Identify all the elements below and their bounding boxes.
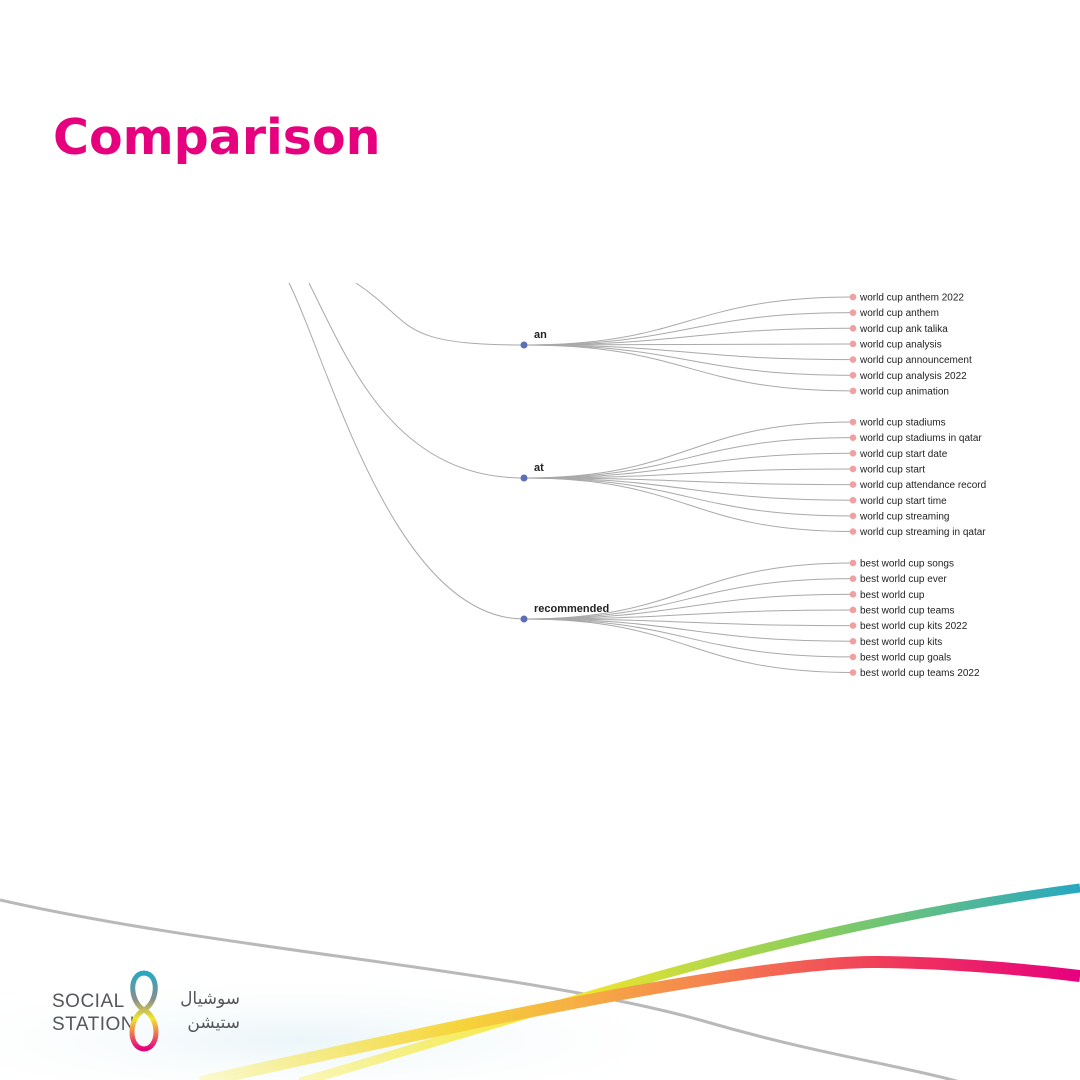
branch-label: at <box>534 462 544 474</box>
leaf-link <box>523 344 854 392</box>
leaf-link <box>523 593 854 620</box>
leaf-link <box>523 609 854 620</box>
leaf-node <box>849 450 857 457</box>
logo-ar-line1: سوشيال <box>180 989 240 1009</box>
logo-wordmark: SOCIAL STATION <box>52 990 135 1036</box>
leaf-label: world cup analysis <box>859 339 942 350</box>
leaf-label: best world cup kits <box>860 637 942 648</box>
leaf-node <box>849 340 857 348</box>
leaf-node <box>849 669 857 676</box>
root-link <box>308 282 525 479</box>
leaf-link <box>523 477 854 501</box>
root-link <box>288 282 525 620</box>
leaf-node <box>849 418 857 426</box>
leaf-node <box>849 325 857 332</box>
leaf-label: world cup stadiums <box>859 418 946 429</box>
leaf-link <box>523 437 854 479</box>
leaf-link <box>523 477 854 533</box>
logo-arabic-wordmark: سوشيال ستيشن <box>170 987 240 1035</box>
leaf-node <box>849 637 857 645</box>
leaf-label: world cup stadiums in qatar <box>859 433 982 444</box>
page-title: Comparison <box>53 109 381 166</box>
leaf-link <box>523 618 854 674</box>
leaf-link <box>523 327 854 346</box>
leaf-node <box>849 465 857 473</box>
leaf-label: world cup ank talika <box>859 324 948 335</box>
leaf-node <box>849 481 857 488</box>
leaf-link <box>523 562 854 620</box>
leaf-node <box>849 622 857 629</box>
leaf-link <box>523 312 854 346</box>
leaf-label: world cup start date <box>859 449 948 460</box>
leaf-label: world cup animation <box>859 386 949 397</box>
leaf-node <box>849 606 857 614</box>
leaf-link <box>523 477 854 486</box>
leaf-link <box>523 296 854 346</box>
leaf-link <box>523 618 854 642</box>
leaf-label: world cup attendance record <box>859 480 986 491</box>
leaf-node <box>849 575 857 582</box>
branch-node <box>520 615 528 623</box>
leaf-link <box>523 618 854 658</box>
leaf-node <box>849 512 857 520</box>
leaf-node <box>849 371 857 379</box>
leaf-label: best world cup <box>860 590 925 601</box>
leaf-link <box>523 344 854 361</box>
logo-line-social: SOCIAL <box>52 991 125 1012</box>
leaf-link <box>523 578 854 620</box>
leaf-node <box>849 653 857 661</box>
leaf-label: world cup analysis 2022 <box>859 371 967 382</box>
leaf-label: world cup anthem <box>859 308 939 319</box>
leaf-label: best world cup teams <box>860 605 955 616</box>
leaf-node <box>849 496 857 504</box>
leaf-label: world cup start <box>859 464 925 475</box>
leaf-label: world cup anthem 2022 <box>859 293 964 304</box>
leaf-link <box>523 618 854 627</box>
leaf-label: world cup start time <box>859 496 947 507</box>
leaf-link <box>523 344 854 376</box>
root-link <box>355 282 525 346</box>
logo-line-station: STATION <box>52 1014 136 1035</box>
branch-label: an <box>534 329 547 341</box>
leaf-link <box>523 452 854 479</box>
leaf-link <box>523 477 854 517</box>
leaf-link <box>523 343 854 346</box>
leaf-label: best world cup goals <box>860 652 951 663</box>
leaf-label: best world cup teams 2022 <box>860 668 980 679</box>
leaf-node <box>849 528 857 535</box>
leaf-label: world cup announcement <box>859 355 972 366</box>
leaf-label: world cup streaming <box>859 511 949 522</box>
logo-ar-line2: ستيشن <box>187 1013 240 1033</box>
logo-eight-icon <box>129 970 159 1052</box>
decorative-swoosh <box>0 883 1080 1080</box>
leaf-link <box>523 421 854 479</box>
leaf-node <box>849 356 857 363</box>
leaf-label: best world cup songs <box>860 559 954 570</box>
leaf-node <box>849 309 857 316</box>
leaf-link <box>523 468 854 479</box>
leaf-label: best world cup kits 2022 <box>860 621 968 632</box>
leaf-node <box>849 559 857 567</box>
branch-node <box>520 341 528 349</box>
leaf-label: best world cup ever <box>860 574 947 585</box>
leaf-node <box>849 387 857 395</box>
leaf-node <box>849 293 857 301</box>
branch-label: recommended <box>534 603 609 615</box>
leaf-node <box>849 434 857 441</box>
leaf-node <box>849 591 857 598</box>
leaf-label: world cup streaming in qatar <box>859 527 986 538</box>
branch-node <box>520 474 528 482</box>
